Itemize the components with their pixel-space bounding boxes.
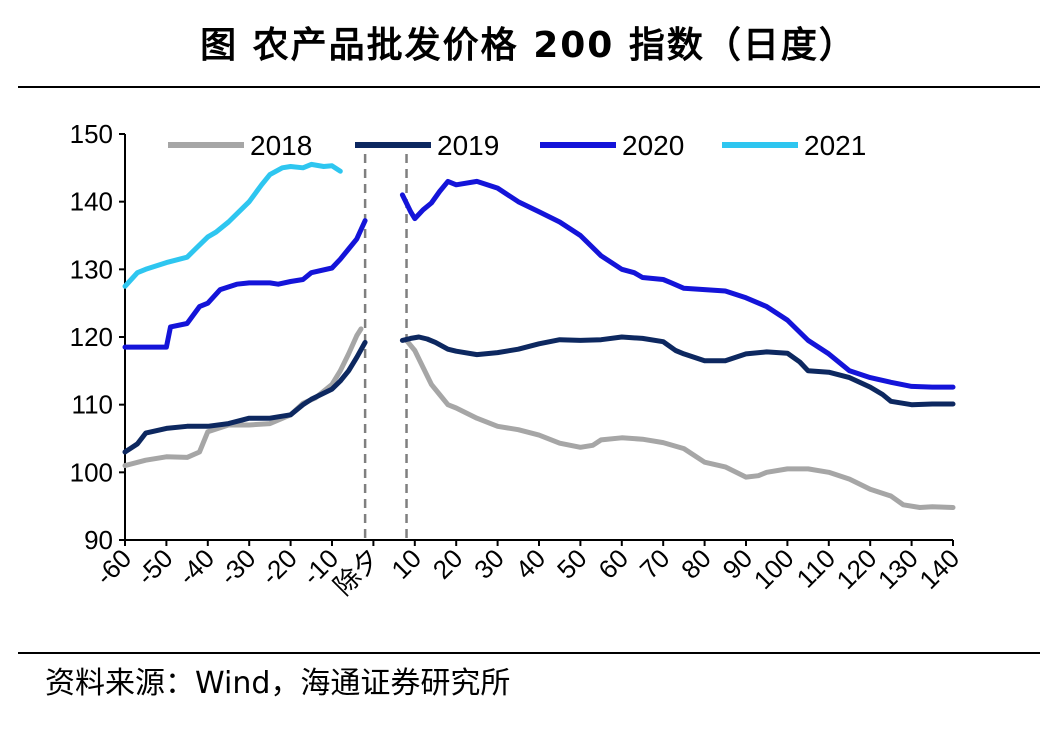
- legend: 2018 2019 2020 2021: [168, 130, 866, 161]
- reference-lines: [363, 154, 408, 540]
- y-tick-label: 120: [70, 322, 113, 352]
- y-tick-label: 150: [70, 119, 113, 149]
- x-tick-label: -20: [255, 543, 303, 591]
- series-line-2021: [122, 161, 343, 289]
- x-tick-label: -40: [172, 543, 220, 591]
- title-rule-top: [18, 86, 1040, 88]
- source-rule: [18, 652, 1040, 654]
- x-tick-label: 20: [427, 543, 469, 585]
- x-tick-label: 70: [634, 543, 676, 585]
- series-line-2019: [122, 339, 368, 455]
- x-tick-label: 30: [468, 543, 510, 585]
- x-tick-label: 60: [592, 543, 634, 585]
- series-line-2020: [122, 218, 368, 350]
- y-tick-label: 140: [70, 187, 113, 217]
- source-note: 资料来源：Wind，海通证券研究所: [45, 666, 511, 701]
- chart-title: 图 农产品批发价格 200 指数（日度）: [200, 25, 857, 66]
- x-tick-label: 140: [913, 543, 965, 595]
- series-lines: [122, 161, 956, 510]
- y-tick-label: 110: [72, 390, 113, 420]
- x-tick-label: 10: [385, 543, 427, 585]
- series-line-2018: [122, 326, 364, 469]
- x-tick-label: 50: [551, 543, 593, 585]
- x-tick-label: -50: [131, 543, 179, 591]
- x-tick-label: 40: [510, 543, 552, 585]
- legend-label-2019: 2019: [437, 130, 499, 161]
- x-tick-label: -30: [214, 543, 262, 591]
- x-tick-label: 130: [872, 543, 924, 595]
- legend-label-2021: 2021: [804, 130, 866, 161]
- series-line-2019: [399, 334, 956, 408]
- x-tick-label: 除夕: [328, 543, 386, 601]
- legend-label-2018: 2018: [250, 130, 312, 161]
- x-tick-label: 110: [791, 543, 842, 594]
- x-tick-label: 120: [831, 543, 883, 595]
- y-tick-label: 90: [84, 525, 113, 555]
- legend-label-2020: 2020: [622, 130, 684, 161]
- x-tick-label: 100: [748, 543, 800, 595]
- y-tick-label: 100: [70, 457, 113, 487]
- axes: 90100110120130140150-60-50-40-30-20-10除夕…: [70, 119, 966, 601]
- series-line-2018: [404, 337, 956, 510]
- series-line-2020: [399, 178, 956, 390]
- x-tick-label: 80: [675, 543, 717, 585]
- y-tick-label: 130: [70, 254, 113, 284]
